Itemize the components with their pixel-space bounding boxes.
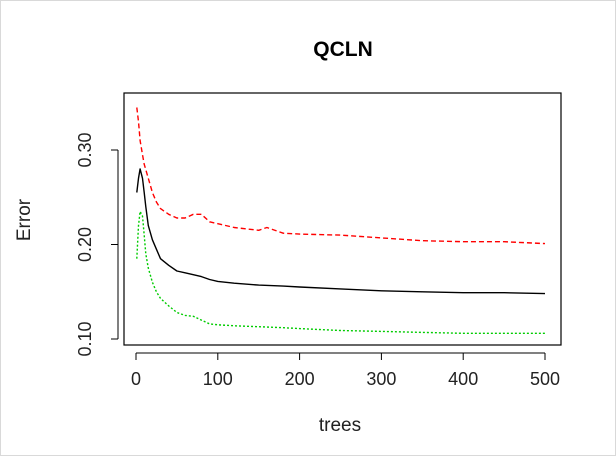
y-axis-ticks: 0.10 0.20 0.30 <box>75 132 118 357</box>
series-line-2 <box>136 210 545 334</box>
y-tick-label-2: 0.30 <box>75 132 95 167</box>
x-tick-label-5: 500 <box>530 369 560 389</box>
y-axis-label: Error <box>14 198 35 241</box>
plot-area <box>123 92 562 346</box>
x-tick-label-2: 200 <box>285 369 315 389</box>
series-lines <box>136 107 546 334</box>
series-line-0 <box>136 168 546 295</box>
x-axis-label: trees <box>319 415 361 436</box>
y-tick-label-0: 0.10 <box>75 321 95 356</box>
x-tick-label-0: 0 <box>131 369 141 389</box>
x-tick-label-3: 300 <box>366 369 396 389</box>
series-line-1 <box>136 107 546 245</box>
x-tick-label-4: 400 <box>448 369 478 389</box>
y-tick-label-1: 0.20 <box>75 227 95 262</box>
x-axis-ticks: 0 100 200 300 400 500 <box>131 353 560 389</box>
chart-title: QCLN <box>313 38 373 61</box>
x-tick-label-1: 100 <box>203 369 233 389</box>
